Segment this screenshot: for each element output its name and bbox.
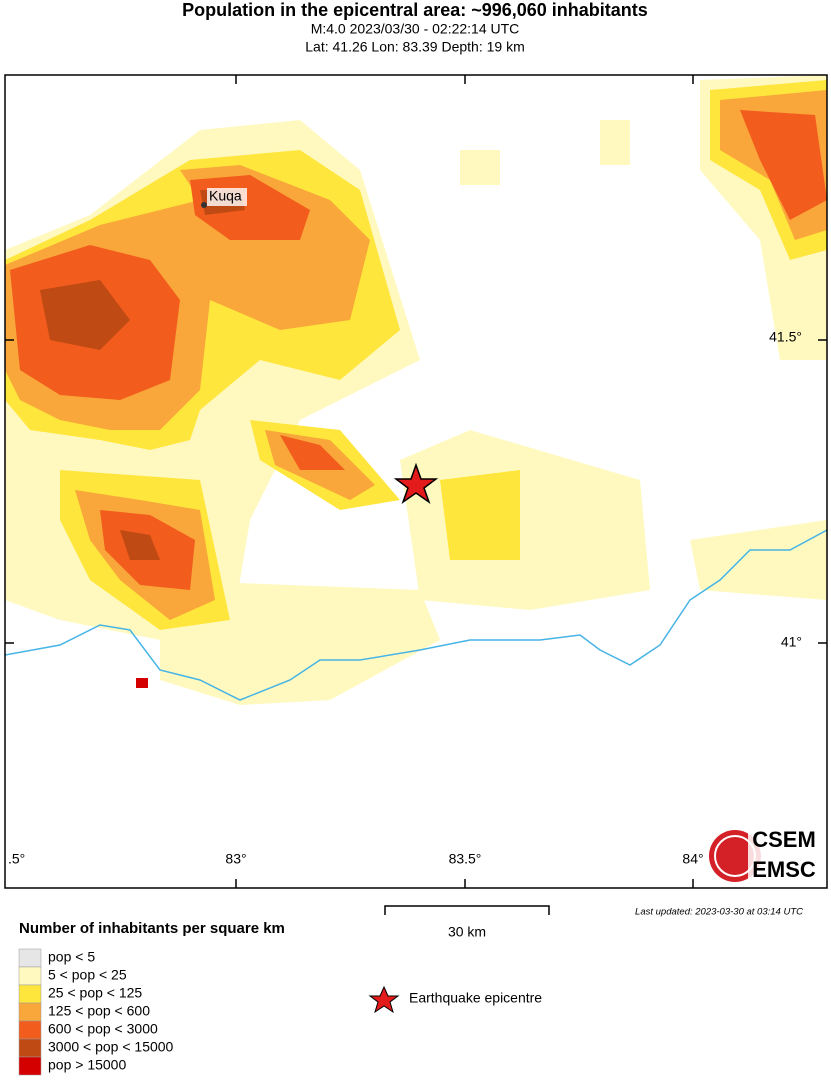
logo: CSEM EMSC xyxy=(709,827,822,884)
legend-swatch xyxy=(18,1002,42,1022)
legend-swatch xyxy=(18,966,42,986)
scale-label: 30 km xyxy=(448,924,486,940)
logo-text: CSEM xyxy=(752,827,816,852)
place-label: Kuqa xyxy=(209,188,242,204)
lon-label: 84° xyxy=(682,851,703,867)
legend-swatch xyxy=(18,948,42,968)
legend-label: 25 < pop < 125 xyxy=(48,985,142,1001)
legend-title: Number of inhabitants per square km xyxy=(19,920,285,937)
legend-label: 600 < pop < 3000 xyxy=(48,1021,158,1037)
legend-swatch xyxy=(18,984,42,1004)
title: Population in the epicentral area: ~996,… xyxy=(182,0,648,20)
legend-label: pop < 5 xyxy=(48,949,95,965)
lon-label: .5° xyxy=(8,851,25,867)
legend-label: pop > 15000 xyxy=(48,1057,126,1073)
lon-label: 83.5° xyxy=(449,851,482,867)
legend-swatch xyxy=(18,1056,42,1076)
map-frame xyxy=(4,74,828,889)
legend-label: 5 < pop < 25 xyxy=(48,967,127,983)
lat-label: 41.5° xyxy=(769,329,802,345)
place-marker xyxy=(201,202,207,208)
legend-swatch xyxy=(18,1038,42,1058)
legend: pop < 5 5 < pop < 25 25 < pop < 125 125 < p… xyxy=(18,948,174,1076)
legend-swatch xyxy=(18,1020,42,1040)
legend-label: 125 < pop < 600 xyxy=(48,1003,150,1019)
legend-label: Earthquake epicentre xyxy=(409,990,542,1006)
epicentre xyxy=(393,462,439,504)
updated: Last updated: 2023-03-30 at 03:14 UTC xyxy=(635,907,803,918)
subtitle: Lat: 41.26 Lon: 83.39 Depth: 19 km xyxy=(305,39,525,55)
legend-label: 3000 < pop < 15000 xyxy=(48,1039,174,1055)
logo-text: EMSC xyxy=(752,857,816,882)
lat-label: 41° xyxy=(781,634,802,650)
lon-label: 83° xyxy=(225,851,246,867)
population-layer xyxy=(5,75,827,705)
legend-star xyxy=(368,985,400,1014)
scale-bar xyxy=(384,905,550,915)
subtitle: M:4.0 2023/03/30 - 02:22:14 UTC xyxy=(311,21,520,37)
